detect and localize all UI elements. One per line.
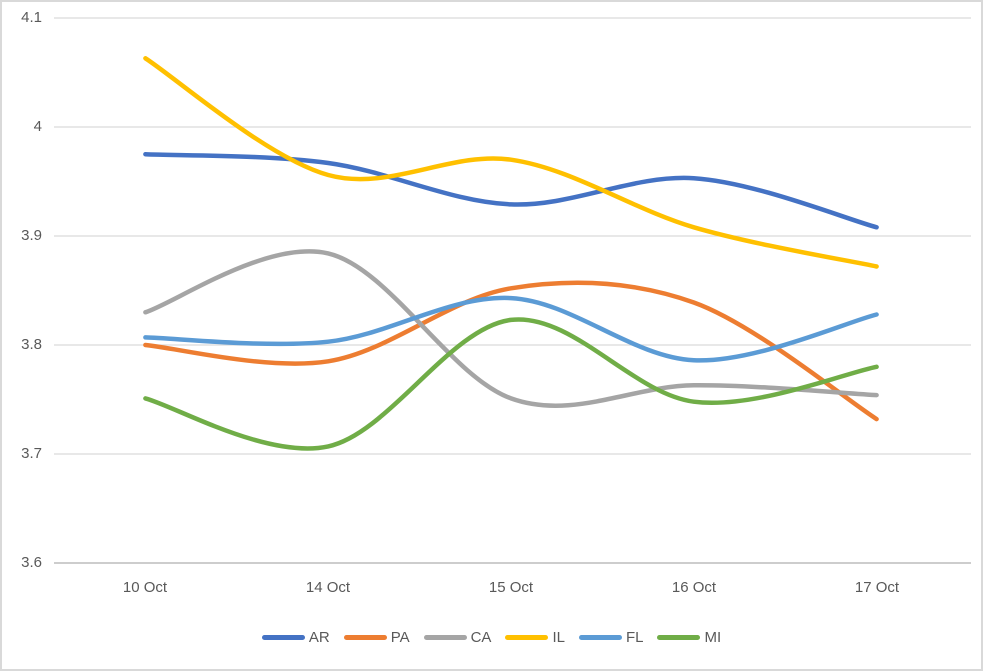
x-tick-label: 15 Oct — [488, 579, 534, 596]
legend-item-pa: PA — [343, 629, 410, 646]
x-tick-label: 10 Oct — [122, 579, 168, 596]
y-tick-label: 4.1 — [21, 9, 42, 26]
legend-label: IL — [552, 629, 565, 646]
series-line-ca — [143, 249, 879, 408]
y-tick-label: 3.8 — [21, 336, 42, 353]
series-line-mi — [143, 317, 879, 451]
y-tick-label: 3.6 — [21, 554, 42, 571]
legend-item-fl: FL — [578, 629, 644, 646]
legend-label: AR — [308, 629, 330, 646]
x-tick-label: 14 Oct — [305, 579, 351, 596]
series-line-pa — [143, 280, 879, 422]
y-tick-label: 4 — [33, 118, 42, 135]
y-tick-label: 3.9 — [21, 227, 42, 244]
legend-line-swatch — [343, 635, 387, 640]
series-line-fl — [143, 295, 879, 363]
x-tick-label: 17 Oct — [854, 579, 900, 596]
legend-line-swatch — [423, 635, 467, 640]
legend-line-swatch — [657, 635, 701, 640]
series-line-il — [143, 56, 879, 269]
legend-item-il: IL — [505, 629, 565, 646]
legend-item-ar: AR — [261, 629, 330, 646]
legend-item-ca: CA — [423, 629, 492, 646]
legend-label: FL — [625, 629, 644, 646]
legend-line-swatch — [261, 635, 305, 640]
x-tick-label: 16 Oct — [671, 579, 717, 596]
legend-label: PA — [390, 629, 410, 646]
legend-line-swatch — [505, 635, 549, 640]
series-line-ar — [143, 151, 879, 230]
legend-item-mi: MI — [657, 629, 721, 646]
y-tick-label: 3.7 — [21, 445, 42, 462]
legend: AR PA CA IL FL MI — [2, 629, 981, 646]
legend-label: CA — [470, 629, 492, 646]
legend-line-swatch — [578, 635, 622, 640]
legend-label: MI — [704, 629, 722, 646]
